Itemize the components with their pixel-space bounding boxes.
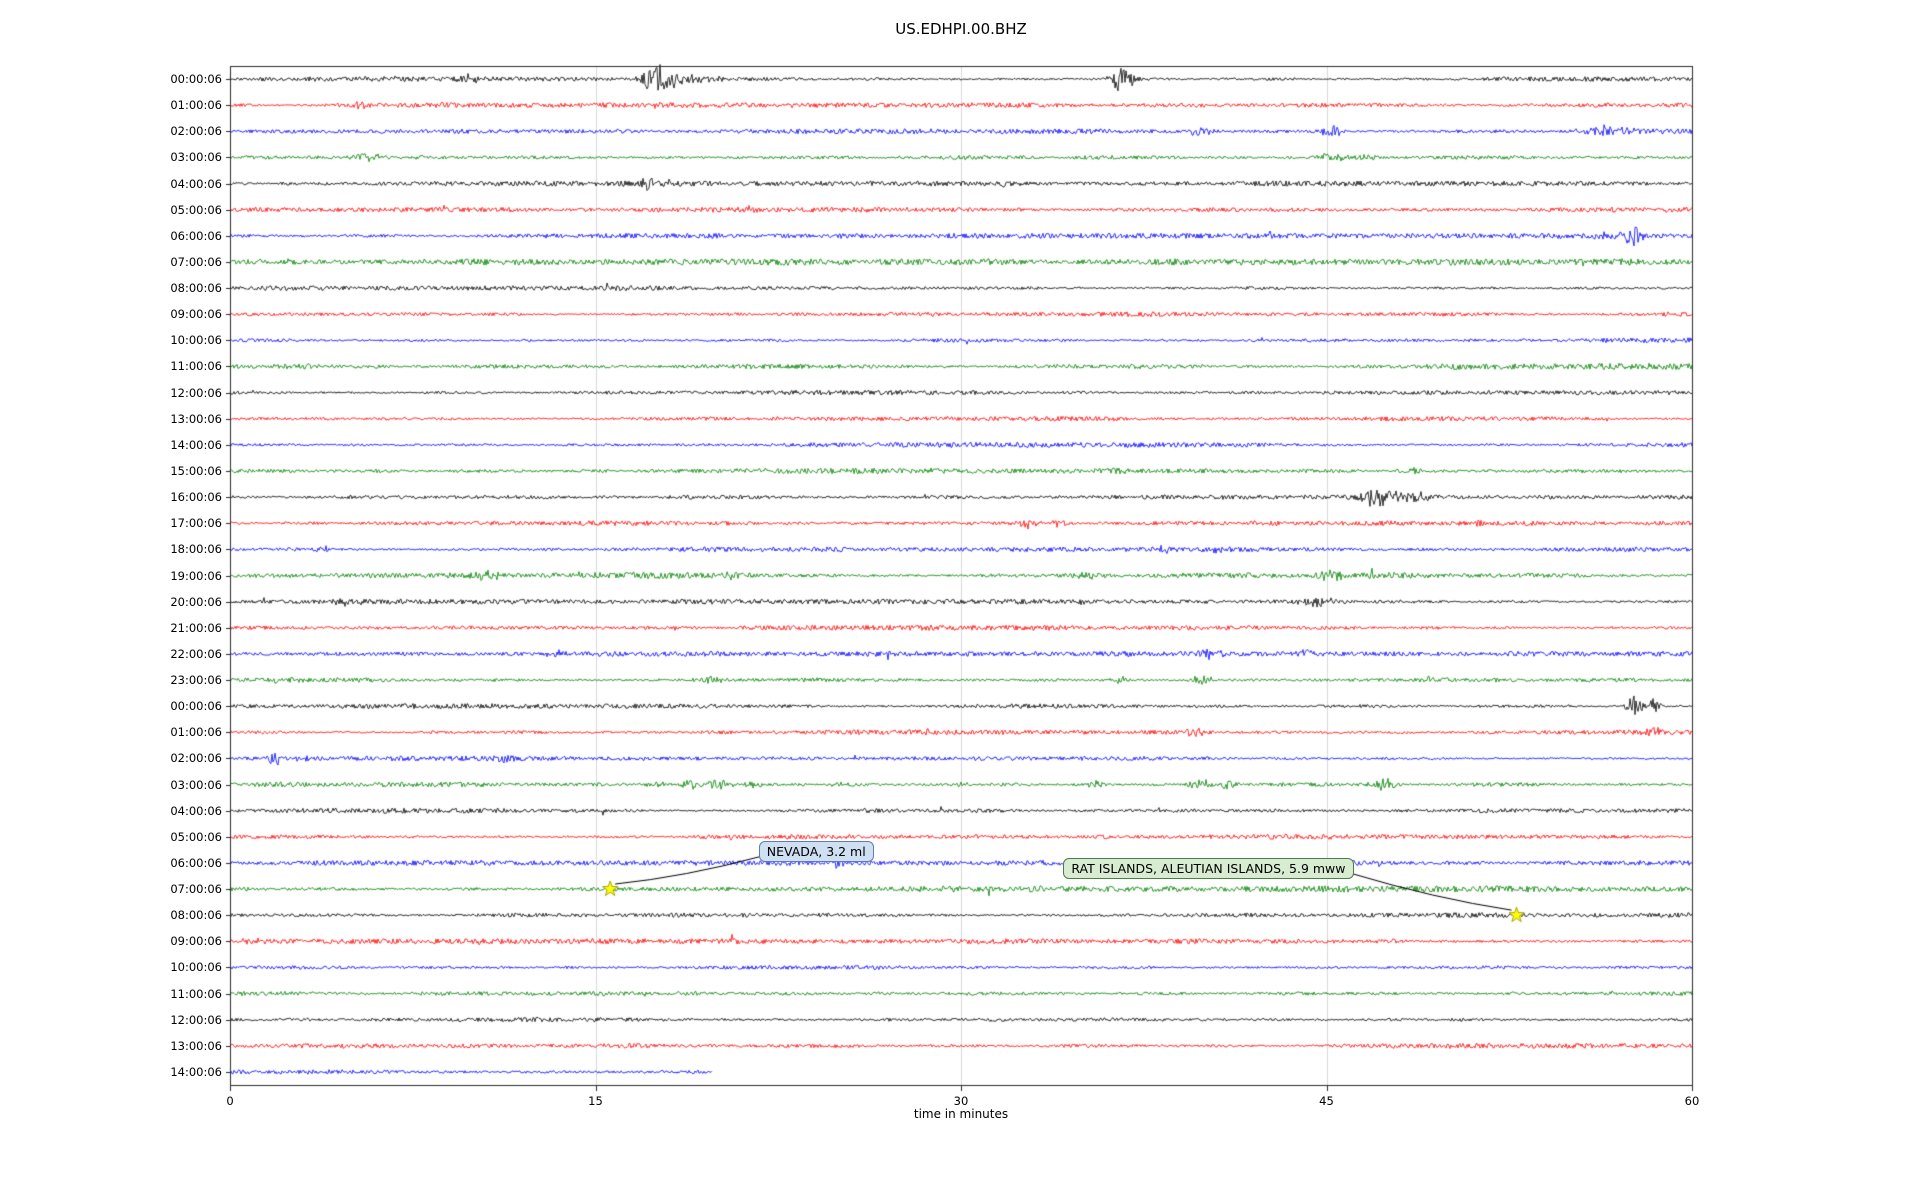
y-tick-label: 12:00:06 xyxy=(170,385,222,400)
y-tick-label: 14:00:06 xyxy=(170,437,222,452)
y-tick-label: 05:00:06 xyxy=(170,202,222,217)
y-tick-label: 22:00:06 xyxy=(170,646,222,661)
y-tick-label: 11:00:06 xyxy=(170,986,222,1001)
y-tick-label: 03:00:06 xyxy=(170,777,222,792)
y-tick-label: 13:00:06 xyxy=(170,411,222,426)
y-tick-label: 04:00:06 xyxy=(170,803,222,818)
y-tick-label: 13:00:06 xyxy=(170,1038,222,1053)
y-tick-label: 16:00:06 xyxy=(170,490,222,505)
y-tick-label: 12:00:06 xyxy=(170,1012,222,1027)
y-tick-label: 00:00:06 xyxy=(170,72,222,87)
y-tick-label: 21:00:06 xyxy=(170,620,222,635)
y-tick-label: 19:00:06 xyxy=(170,568,222,583)
y-tick-label: 07:00:06 xyxy=(170,882,222,897)
y-tick-label: 20:00:06 xyxy=(170,594,222,609)
y-tick-label: 08:00:06 xyxy=(170,908,222,923)
y-tick-label: 09:00:06 xyxy=(170,307,222,322)
y-tick-label: 05:00:06 xyxy=(170,829,222,844)
y-tick-label: 01:00:06 xyxy=(170,725,222,740)
y-tick-label: 01:00:06 xyxy=(170,98,222,113)
y-tick-label: 17:00:06 xyxy=(170,516,222,531)
x-tick-label: 60 xyxy=(1684,1094,1700,1108)
y-tick-label: 09:00:06 xyxy=(170,934,222,949)
y-tick-label: 08:00:06 xyxy=(170,281,222,296)
y-tick-label: 11:00:06 xyxy=(170,359,222,374)
x-tick-label: 30 xyxy=(953,1094,969,1108)
y-tick-label: 06:00:06 xyxy=(170,228,222,243)
x-axis-title: time in minutes xyxy=(913,1107,1009,1121)
chart-title: US.EDHPI.00.BHZ xyxy=(895,20,1027,38)
event-annotation-rat-islands: RAT ISLANDS, ALEUTIAN ISLANDS, 5.9 mww xyxy=(1063,858,1354,880)
y-tick-label: 10:00:06 xyxy=(170,333,222,348)
event-annotation-nevada: NEVADA, 3.2 ml xyxy=(758,841,874,863)
y-tick-label: 23:00:06 xyxy=(170,673,222,687)
x-tick-label: 45 xyxy=(1319,1094,1334,1108)
y-tick-label: 00:00:06 xyxy=(170,699,222,714)
y-tick-label: 02:00:06 xyxy=(170,124,222,139)
y-tick-label: 15:00:06 xyxy=(170,463,222,478)
y-tick-label: 03:00:06 xyxy=(170,150,222,165)
x-tick-label: 15 xyxy=(588,1094,603,1108)
y-tick-label: 04:00:06 xyxy=(170,176,222,191)
y-tick-label: 02:00:06 xyxy=(170,751,222,766)
y-tick-label: 06:00:06 xyxy=(170,855,222,870)
y-tick-label: 18:00:06 xyxy=(170,542,222,557)
y-tick-label: 14:00:06 xyxy=(170,1064,222,1079)
y-tick-label: 10:00:06 xyxy=(170,960,222,975)
y-tick-label: 07:00:06 xyxy=(170,254,222,269)
x-tick-label: 0 xyxy=(226,1094,234,1108)
